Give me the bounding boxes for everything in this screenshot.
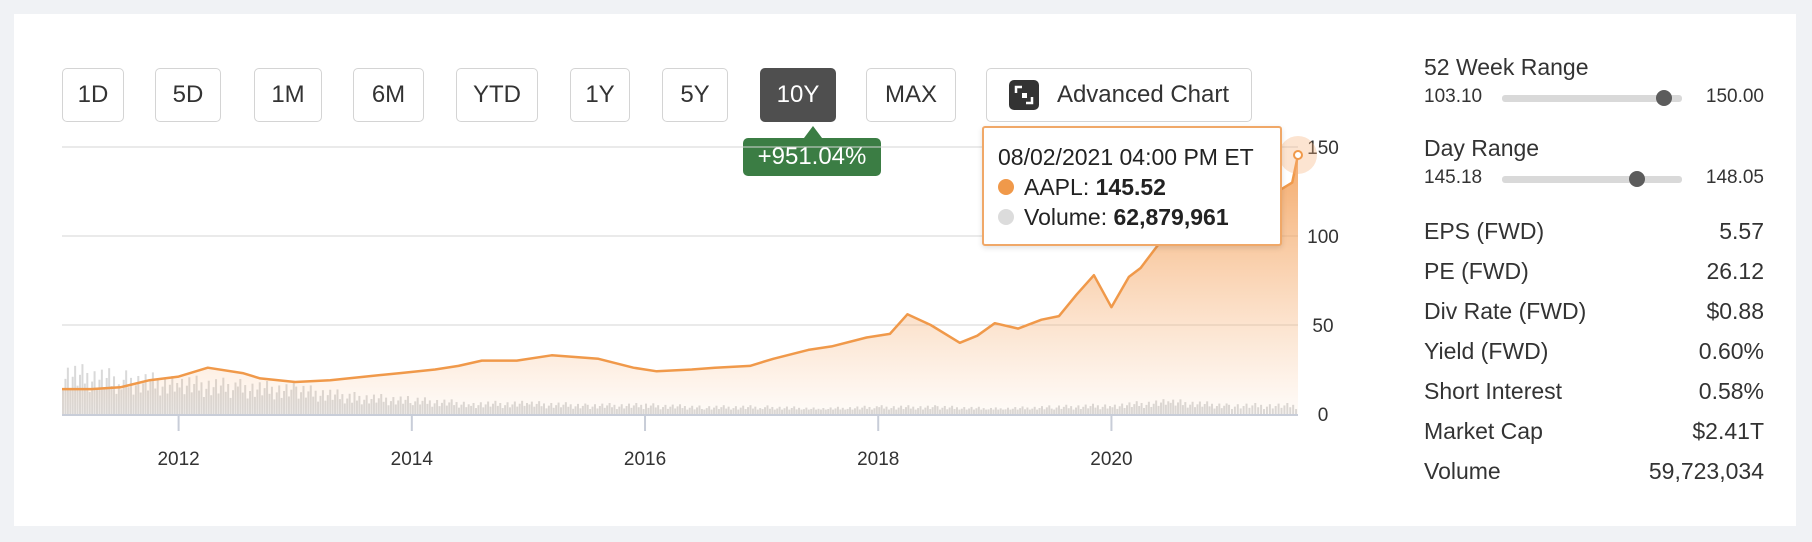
volume-legend-dot-icon [998,209,1014,225]
range-button-ytd[interactable]: YTD [456,68,538,122]
range-button-max[interactable]: MAX [866,68,956,122]
day-range-title: Day Range [1424,135,1540,161]
expand-icon [1008,80,1039,110]
range-button-6m[interactable]: 6M [353,68,424,122]
range-button-10y[interactable]: 10Y [760,68,836,122]
tooltip-volume-value: 62,879,961 [1113,203,1229,230]
stat-label: PE (FWD) [1424,258,1529,284]
stat-value: 26.12 [1706,258,1764,284]
week52-range-high: 150.00 [1705,86,1764,107]
stat-label: Div Rate (FWD) [1424,298,1587,324]
stat-label: Yield (FWD) [1424,338,1549,364]
hover-tooltip: 08/02/2021 04:00 PM ET AAPL: 145.52 Volu… [982,126,1282,246]
day-range-low: 145.18 [1424,167,1483,188]
y-tick-label: 150 [1307,138,1339,159]
x-tick-label: 2014 [391,449,434,470]
y-tick-label: 50 [1312,316,1333,337]
range-button-1m[interactable]: 1M [254,68,322,122]
tooltip-price-label: AAPL: [1024,173,1090,200]
tooltip-datetime: 08/02/2021 04:00 PM ET [998,143,1254,170]
advanced-chart-label: Advanced Chart [1056,81,1230,108]
range-button-1d[interactable]: 1D [62,68,124,122]
week52-range: 52 Week Range 103.10 150.00 [1424,54,1764,114]
stat-value: 5.57 [1719,218,1764,244]
hover-point [1293,149,1303,160]
stat-volume: Volume 59,723,034 [1424,458,1764,488]
day-range-marker [1629,171,1645,187]
quote-card: 1D 5D 1M 6M YTD 1Y 5Y 10Y MAX Advanced C… [14,14,1796,526]
x-tick-label: 2016 [624,449,666,470]
change-badge-caret [804,126,822,138]
day-range: Day Range 145.18 148.05 [1424,135,1764,195]
week52-range-low: 103.10 [1424,86,1483,107]
week52-range-marker [1656,90,1672,106]
advanced-chart-button[interactable]: Advanced Chart [986,68,1252,122]
stat-value: $2.41T [1692,418,1764,444]
tooltip-price-value: 145.52 [1095,173,1166,200]
stat-eps: EPS (FWD) 5.57 [1424,218,1764,248]
stat-label: Volume [1424,458,1501,484]
x-tick-label: 2012 [157,449,199,470]
stat-value: $0.88 [1706,298,1764,324]
day-range-track [1502,171,1682,187]
range-button-1y[interactable]: 1Y [570,68,630,122]
price-chart[interactable]: 0 50 100 150 2012 2014 2016 2018 2020 [14,14,1354,474]
stat-value: 0.58% [1698,378,1764,404]
stat-label: Short Interest [1424,378,1563,404]
week52-range-track [1502,90,1682,106]
stat-short-interest: Short Interest 0.58% [1424,378,1764,408]
stat-value: 59,723,034 [1648,458,1764,484]
tooltip-price-row: AAPL: 145.52 [998,172,1280,202]
stat-label: Market Cap [1424,418,1543,444]
range-button-5y[interactable]: 5Y [662,68,728,122]
stat-yield: Yield (FWD) 0.60% [1424,338,1764,368]
stat-pe: PE (FWD) 26.12 [1424,258,1764,288]
stat-value: 0.60% [1698,338,1764,364]
price-area [62,155,1298,414]
y-tick-label: 100 [1307,227,1339,248]
stat-label: EPS (FWD) [1424,218,1545,244]
price-legend-dot-icon [998,179,1014,195]
y-tick-label: 0 [1318,405,1329,426]
x-tick-label: 2020 [1090,449,1132,470]
tooltip-volume-label: Volume: [1024,203,1108,230]
tooltip-volume-row: Volume: 62,879,961 [998,202,1280,232]
day-range-high: 148.05 [1705,167,1764,188]
week52-range-title: 52 Week Range [1424,54,1589,80]
range-button-5d[interactable]: 5D [155,68,221,122]
stat-market-cap: Market Cap $2.41T [1424,418,1764,448]
stat-div-rate: Div Rate (FWD) $0.88 [1424,298,1764,328]
x-tick-label: 2018 [857,449,899,470]
